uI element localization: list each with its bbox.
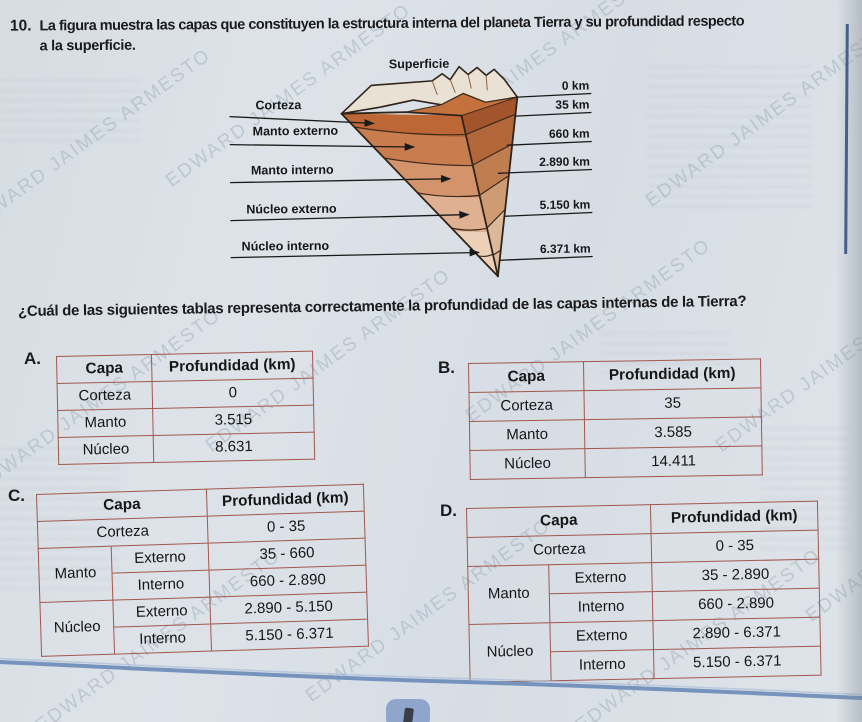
table-cell: Núcleo <box>469 448 586 480</box>
layer-label-nucleo-externo: Núcleo externo <box>246 202 337 217</box>
table-cell: 8.631 <box>153 432 315 463</box>
surface-label: Superficie <box>389 57 450 72</box>
option-a-label: A. <box>24 349 41 368</box>
table-cell: Interno <box>112 570 210 601</box>
page-edge-shadow <box>836 0 862 722</box>
earth-wedge-top-face <box>340 65 519 115</box>
header-cell-capa: Capa <box>468 361 584 393</box>
question-text-line2: a la superficie. <box>39 37 136 55</box>
earth-layers-diagram: Superficie Corteza Manto externo Manto i… <box>229 57 593 278</box>
table-cell: 3.585 <box>584 416 762 449</box>
table-cell: Interno <box>549 591 653 623</box>
layer-label-nucleo-interno: Núcleo interno <box>242 239 330 254</box>
option-c-table: Capa Profundidad (km) Corteza 0 - 35 Man… <box>36 484 369 657</box>
question-text-line1: La figura muestra las capas que constitu… <box>39 13 745 35</box>
depth-labels: 0 km 35 km 660 km 2.890 km 5.150 km 6.37… <box>539 79 591 256</box>
option-a-table: Capa Profundidad (km) Corteza 0 Manto 3.51… <box>56 351 315 465</box>
depth-label-0-km: 0 km <box>562 79 589 93</box>
header-cell-capa: Capa <box>466 504 652 538</box>
layer-label-manto-interno: Manto interno <box>251 163 334 178</box>
depth-label-660-km: 660 km <box>549 127 590 141</box>
table-cell: 0 <box>152 378 314 409</box>
table-cell: 35 <box>583 387 762 420</box>
depth-label-2890-km: 2.890 km <box>539 154 590 168</box>
table-cell: Corteza <box>467 533 652 567</box>
question-prompt: ¿Cuál de las siguientes tablas represent… <box>18 292 747 320</box>
table-cell: Manto <box>38 546 113 603</box>
header-cell-profundidad: Profundidad (km) <box>583 358 761 391</box>
page-number-glyph <box>403 707 414 722</box>
layer-leader-arrows <box>229 115 480 259</box>
page-edge-line <box>844 23 849 255</box>
table-cell: Núcleo <box>58 435 154 465</box>
layer-labels: Corteza Manto externo Manto interno Núcl… <box>242 98 339 254</box>
table-cell: 14.411 <box>584 445 763 478</box>
table-cell: Externo <box>111 543 209 574</box>
bleedthrough-smudge <box>0 72 140 142</box>
depth-label-35-km: 35 km <box>555 98 589 112</box>
layer-label-corteza: Corteza <box>255 98 302 112</box>
table-cell: Externo <box>548 562 653 594</box>
table-cell: 660 - 2.890 <box>652 588 820 621</box>
table-cell: Manto <box>467 564 550 625</box>
question-stem: 10. La figura muestra las capas que cons… <box>10 11 744 55</box>
table-cell: Manto <box>57 408 154 438</box>
table-cell: Manto <box>469 419 585 451</box>
bottom-divider-line <box>0 657 862 700</box>
table-cell: 3.515 <box>152 405 315 436</box>
option-b-table: Capa Profundidad (km) Corteza 35 Manto 3.5… <box>468 358 763 480</box>
depth-label-6371-km: 6.371 km <box>540 241 591 255</box>
layer-label-manto-externo: Manto externo <box>253 124 339 139</box>
bleedthrough-smudge <box>647 58 812 208</box>
table-cell: Corteza <box>468 390 585 422</box>
table-cell: 0 - 35 <box>651 530 819 563</box>
header-cell-profundidad: Profundidad (km) <box>151 351 314 382</box>
mountain-ridge-lines <box>431 74 488 96</box>
page-number-badge <box>386 699 430 722</box>
header-cell-profundidad: Profundidad (km) <box>650 501 819 534</box>
table-cell: 35 - 2.890 <box>651 559 820 592</box>
header-cell-capa: Capa <box>56 354 153 384</box>
watermark: EDWARD JAIMES ARMESTO <box>0 44 215 237</box>
table-cell: Externo <box>112 597 211 628</box>
depth-reference-lines <box>497 92 593 261</box>
question-number: 10. <box>9 17 32 35</box>
depth-label-5150-km: 5.150 km <box>540 197 591 211</box>
table-cell: Corteza <box>57 381 153 411</box>
option-c-label: C. <box>8 486 25 505</box>
option-b-label: B. <box>438 358 455 377</box>
option-d-label: D. <box>440 501 457 520</box>
